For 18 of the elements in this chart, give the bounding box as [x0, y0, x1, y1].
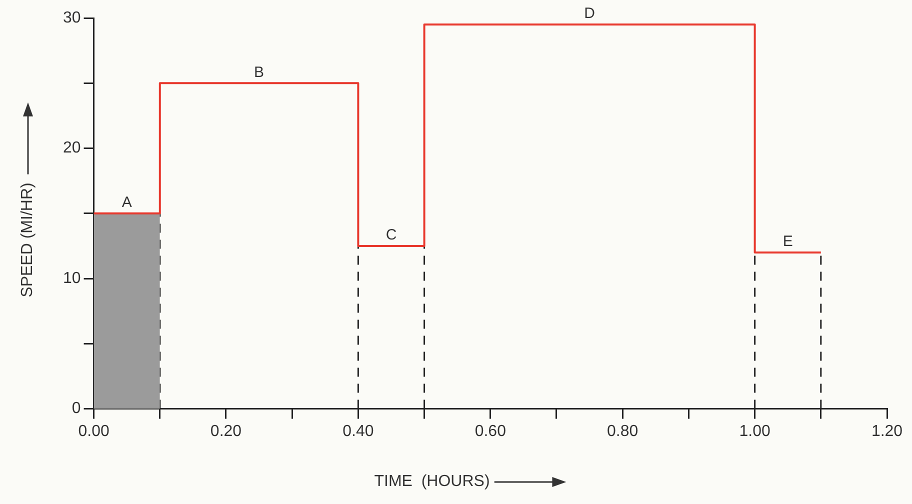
x-tick-label: 0.00 [78, 422, 110, 440]
annotation: C [386, 226, 397, 244]
annotation: E [782, 233, 793, 250]
x-tick-label: 0.40 [342, 422, 374, 440]
x-tick-label: 0.20 [210, 422, 242, 440]
y-tick-label: 30 [63, 9, 81, 26]
x-tick-label: 1.00 [739, 422, 770, 440]
x-tick-label: 0.80 [607, 422, 638, 440]
annotation: D [584, 5, 596, 22]
y-tick-label: 10 [63, 270, 81, 287]
annotation: A [122, 194, 132, 212]
y-axis-title: SPEED (MI/HR) [19, 182, 37, 298]
annotation: B [254, 64, 264, 81]
x-tick-label: 1.20 [871, 422, 903, 440]
y-tick-label: 20 [63, 140, 81, 157]
x-axis-title: TIME (HOURS) [374, 473, 490, 491]
y-tick-label: 0 [72, 400, 81, 418]
x-tick-label: 0.60 [474, 422, 506, 440]
